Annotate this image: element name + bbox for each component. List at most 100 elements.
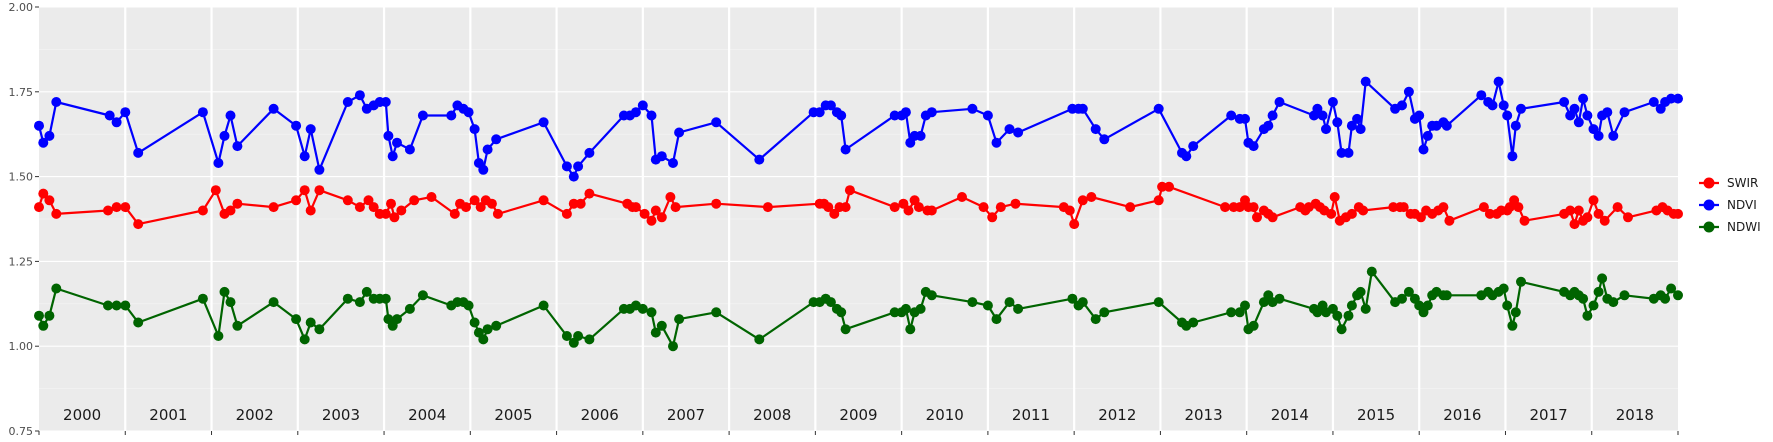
data-point-swir bbox=[1569, 219, 1580, 230]
data-point-ndwi bbox=[1588, 300, 1599, 311]
data-point-ndwi bbox=[561, 331, 572, 341]
data-point-ndvi bbox=[1332, 117, 1343, 128]
data-point-ndwi bbox=[417, 290, 428, 301]
data-point-ndwi bbox=[836, 307, 847, 318]
data-point-ndvi bbox=[1090, 124, 1101, 135]
data-point-ndvi bbox=[491, 134, 502, 145]
data-point-ndvi bbox=[1188, 141, 1199, 152]
data-point-swir bbox=[987, 212, 998, 223]
data-point-ndvi bbox=[1360, 76, 1371, 87]
data-point-swir bbox=[409, 195, 420, 206]
data-point-ndwi bbox=[1240, 300, 1250, 311]
data-point-ndwi bbox=[314, 324, 325, 335]
data-point-swir bbox=[568, 198, 579, 209]
year-label: 2010 bbox=[926, 406, 964, 424]
data-point-swir bbox=[711, 198, 722, 209]
data-point-ndvi bbox=[1573, 117, 1584, 128]
data-point-ndvi bbox=[900, 107, 911, 118]
data-point-ndwi bbox=[1578, 293, 1589, 304]
data-point-ndwi bbox=[538, 300, 549, 311]
data-point-swir bbox=[1326, 208, 1337, 219]
data-point-swir bbox=[1623, 212, 1633, 223]
data-point-ndvi bbox=[392, 137, 402, 148]
year-label: 2014 bbox=[1271, 406, 1309, 424]
data-point-ndwi bbox=[1346, 300, 1357, 311]
data-point-ndvi bbox=[1321, 124, 1331, 135]
data-point-ndvi bbox=[38, 137, 49, 148]
data-point-ndwi bbox=[982, 300, 993, 311]
data-point-ndvi bbox=[1414, 110, 1425, 121]
data-point-ndvi bbox=[630, 107, 641, 118]
data-point-ndvi bbox=[197, 107, 208, 118]
data-point-ndwi bbox=[1403, 286, 1414, 297]
data-point-ndwi bbox=[44, 310, 55, 321]
data-point-ndwi bbox=[1366, 266, 1377, 277]
data-point-ndwi bbox=[646, 307, 657, 318]
data-point-ndwi bbox=[305, 317, 316, 328]
data-point-ndvi bbox=[1569, 103, 1580, 114]
data-point-ndvi bbox=[1352, 113, 1363, 124]
data-point-swir bbox=[1612, 202, 1623, 213]
data-point-ndvi bbox=[646, 110, 657, 121]
data-point-ndvi bbox=[1502, 110, 1513, 121]
data-point-swir bbox=[299, 185, 310, 196]
data-point-ndwi bbox=[1510, 307, 1521, 318]
data-point-swir bbox=[291, 195, 302, 206]
data-point-swir bbox=[650, 205, 661, 216]
data-point-ndvi bbox=[383, 130, 394, 141]
data-point-ndvi bbox=[836, 110, 847, 121]
data-point-swir bbox=[1358, 205, 1369, 216]
year-label: 2008 bbox=[753, 406, 791, 424]
data-point-ndwi bbox=[1188, 317, 1199, 328]
data-point-swir bbox=[1673, 208, 1683, 219]
data-point-swir bbox=[475, 202, 486, 213]
data-point-ndvi bbox=[1327, 97, 1338, 107]
data-point-ndwi bbox=[840, 324, 851, 335]
data-point-swir bbox=[575, 198, 586, 209]
data-point-swir bbox=[225, 205, 236, 216]
data-point-swir bbox=[120, 202, 131, 213]
data-point-ndwi bbox=[573, 331, 584, 341]
data-point-ndvi bbox=[417, 110, 428, 121]
data-point-ndvi bbox=[133, 147, 144, 158]
data-point-swir bbox=[840, 202, 851, 213]
year-labels: 2000 2001 2002 2003 2004 2005 2006 2007 2008 2009… bbox=[63, 406, 1654, 424]
data-point-ndvi bbox=[291, 120, 302, 131]
data-point-ndwi bbox=[1013, 303, 1024, 314]
data-point-swir bbox=[538, 195, 549, 206]
data-point-swir bbox=[1478, 202, 1489, 213]
data-point-ndvi bbox=[1274, 97, 1285, 107]
data-point-ndvi bbox=[380, 97, 391, 107]
data-point-ndwi bbox=[1397, 293, 1407, 304]
data-point-swir bbox=[1125, 202, 1136, 213]
data-point-ndvi bbox=[584, 147, 595, 158]
data-point-ndwi bbox=[1226, 307, 1237, 318]
data-point-ndvi bbox=[482, 144, 493, 155]
data-point-ndwi bbox=[463, 300, 474, 311]
data-point-swir bbox=[1573, 205, 1584, 216]
data-point-ndwi bbox=[491, 320, 502, 331]
data-point-swir bbox=[380, 208, 391, 219]
data-point-ndwi bbox=[34, 310, 44, 321]
data-point-swir bbox=[1346, 208, 1357, 219]
data-point-ndwi bbox=[991, 314, 1002, 325]
data-point-swir bbox=[1519, 215, 1530, 226]
data-point-ndwi bbox=[656, 320, 667, 331]
data-point-swir bbox=[1329, 192, 1340, 202]
data-point-ndwi bbox=[354, 297, 365, 308]
data-point-ndwi bbox=[103, 300, 113, 311]
data-point-swir bbox=[1220, 202, 1231, 213]
legend-key-ndwi bbox=[1703, 221, 1715, 233]
data-point-swir bbox=[469, 195, 480, 206]
data-point-swir bbox=[898, 198, 909, 209]
data-point-swir bbox=[1164, 181, 1174, 192]
data-point-swir bbox=[639, 208, 650, 219]
data-point-ndwi bbox=[967, 297, 978, 308]
data-point-swir bbox=[34, 202, 44, 213]
data-point-ndwi bbox=[38, 320, 49, 331]
data-point-ndwi bbox=[1153, 297, 1164, 308]
data-point-ndwi bbox=[650, 327, 661, 338]
data-point-ndwi bbox=[1582, 310, 1593, 321]
data-point-ndwi bbox=[668, 341, 678, 352]
data-point-ndvi bbox=[1498, 100, 1509, 111]
